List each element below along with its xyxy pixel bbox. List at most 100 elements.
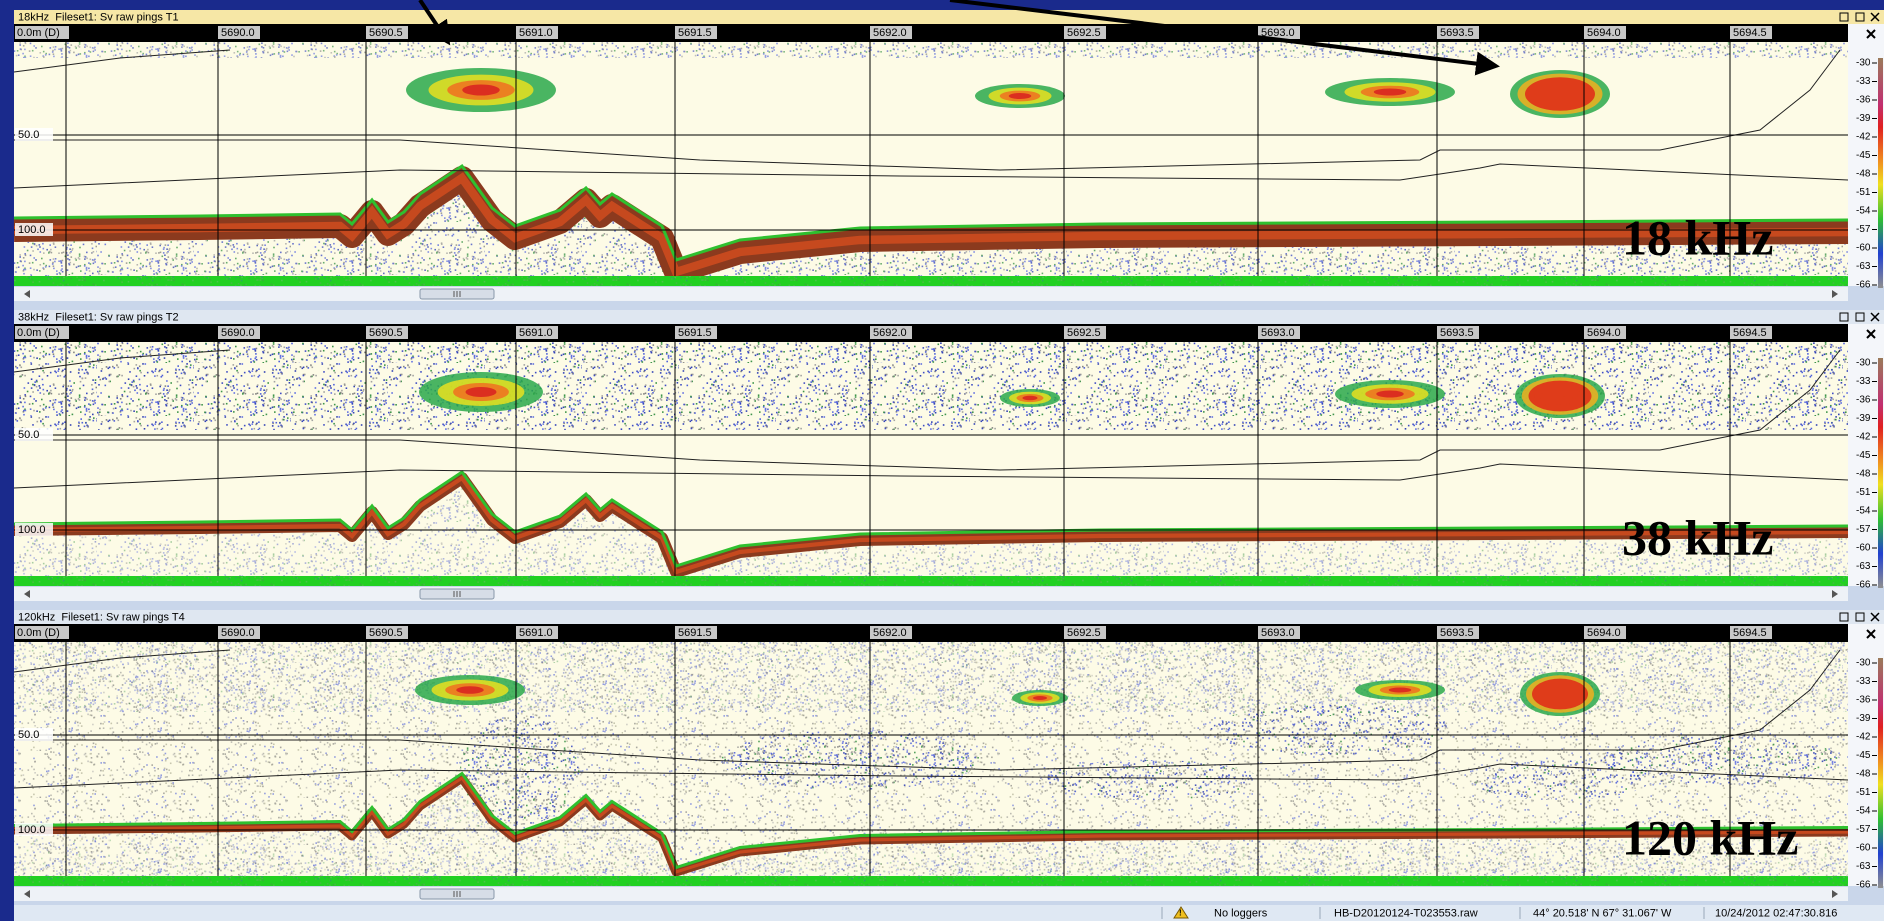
- status-text: No loggers: [1214, 907, 1268, 919]
- distance-label: 5692.5: [1067, 327, 1101, 339]
- fish-school: [1532, 679, 1588, 710]
- color-scale-label: -63: [1856, 861, 1871, 872]
- color-scale-label: -39: [1856, 713, 1871, 724]
- distance-label: 5691.0: [519, 627, 553, 639]
- color-scale-label: -39: [1856, 413, 1871, 424]
- panel-title: 120kHz Fileset1: Sv raw pings T4: [18, 611, 185, 623]
- distance-label: 5693.0: [1261, 327, 1295, 339]
- scrollbar[interactable]: [14, 287, 1848, 301]
- color-scale-label: -36: [1856, 395, 1871, 406]
- color-scale-label: -42: [1856, 432, 1871, 443]
- color-scale-label: -45: [1856, 750, 1871, 761]
- midwater-scattering: [1210, 705, 1450, 755]
- panel-title: 18kHz Fileset1: Sv raw pings T1: [18, 11, 179, 23]
- depth-label: 50.0: [18, 429, 39, 441]
- fish-school: [1009, 93, 1032, 99]
- color-scale-label: -60: [1856, 843, 1871, 854]
- color-scale-label: -57: [1856, 524, 1871, 535]
- color-bar: [1878, 658, 1883, 888]
- color-scale-label: -57: [1856, 224, 1871, 235]
- color-scale-label: -30: [1856, 358, 1871, 369]
- surface-noise: [14, 42, 1848, 58]
- color-scale-label: -66: [1856, 880, 1871, 891]
- color-scale-label: -33: [1856, 676, 1871, 687]
- fish-school: [1389, 688, 1412, 693]
- color-scale-label: -60: [1856, 543, 1871, 554]
- fish-school: [462, 85, 500, 96]
- range-label: 0.0m (D): [17, 627, 60, 639]
- distance-label: 5690.0: [221, 627, 255, 639]
- color-scale-label: -36: [1856, 95, 1871, 106]
- color-scale-label: -42: [1856, 732, 1871, 743]
- echogram-panel: 38kHz Fileset1: Sv raw pings T2 50.0 100.0…: [14, 310, 1884, 601]
- distance-label: 5691.0: [519, 27, 553, 39]
- color-scale-label: -30: [1856, 658, 1871, 669]
- color-scale-label: -63: [1856, 261, 1871, 272]
- color-scale-label: -54: [1856, 806, 1871, 817]
- distance-label: 5694.0: [1587, 27, 1621, 39]
- distance-ruler: [14, 624, 1848, 642]
- color-scale-label: -48: [1856, 469, 1871, 480]
- color-scale-label: -66: [1856, 580, 1871, 591]
- distance-ruler: [14, 24, 1848, 42]
- echoview-window: 18kHz Fileset1: Sv raw pings T1 50.0 100.0…: [0, 0, 1884, 921]
- panel-title: 38kHz Fileset1: Sv raw pings T2: [18, 311, 179, 323]
- distance-label: 5693.0: [1261, 627, 1295, 639]
- range-label: 0.0m (D): [17, 27, 60, 39]
- distance-label: 5693.5: [1440, 27, 1474, 39]
- color-scale-label: -51: [1856, 187, 1871, 198]
- distance-label: 5693.5: [1440, 627, 1474, 639]
- distance-label: 5694.5: [1733, 327, 1767, 339]
- depth-label: 50.0: [18, 729, 39, 741]
- depth-label: 100.0: [18, 524, 46, 536]
- distance-label: 5692.5: [1067, 627, 1101, 639]
- frequency-label: 120 kHz: [1622, 809, 1798, 865]
- color-scale-label: -48: [1856, 169, 1871, 180]
- distance-label: 5694.0: [1587, 627, 1621, 639]
- color-scale-label: -36: [1856, 695, 1871, 706]
- distance-ruler: [14, 324, 1848, 342]
- color-scale-label: -51: [1856, 787, 1871, 798]
- bottom-status-speckle: [14, 276, 1848, 286]
- color-scale-label: -42: [1856, 132, 1871, 143]
- echogram-panel: 120kHz Fileset1: Sv raw pings T450.0100.…: [14, 610, 1884, 901]
- color-scale-label: -33: [1856, 76, 1871, 87]
- title-bar: [14, 310, 1884, 324]
- fish-school: [1529, 381, 1592, 412]
- frequency-label: 38 kHz: [1622, 509, 1773, 565]
- title-bar: [14, 610, 1884, 624]
- status-text: 44° 20.518' N 67° 31.067' W: [1533, 907, 1672, 919]
- distance-label: 5690.5: [369, 27, 403, 39]
- distance-label: 5692.5: [1067, 27, 1101, 39]
- fish-school: [1376, 391, 1404, 398]
- distance-label: 5694.5: [1733, 27, 1767, 39]
- body: 18kHz Fileset1: Sv raw pings T1 50.0 100.0…: [0, 0, 1884, 921]
- distance-label: 5691.5: [678, 627, 712, 639]
- color-scale-label: -63: [1856, 561, 1871, 572]
- range-label: 0.0m (D): [17, 327, 60, 339]
- scrollbar[interactable]: [14, 587, 1848, 601]
- distance-label: 5690.5: [369, 627, 403, 639]
- fish-school: [1023, 396, 1038, 401]
- color-scale-label: -45: [1856, 450, 1871, 461]
- midwater-scattering: [720, 730, 980, 790]
- color-scale-label: -33: [1856, 376, 1871, 387]
- color-bar: [1878, 58, 1883, 288]
- scrollbar[interactable]: [14, 887, 1848, 901]
- fish-school: [1374, 89, 1407, 96]
- distance-label: 5692.0: [873, 327, 907, 339]
- distance-label: 5691.5: [678, 327, 712, 339]
- depth-label: 100.0: [18, 224, 46, 236]
- distance-label: 5690.0: [221, 27, 255, 39]
- color-scale-label: -66: [1856, 280, 1871, 291]
- distance-label: 5692.0: [873, 627, 907, 639]
- fish-school: [1033, 696, 1047, 700]
- color-scale-label: -48: [1856, 769, 1871, 780]
- fish-school: [466, 387, 497, 397]
- distance-label: 5694.0: [1587, 327, 1621, 339]
- color-scale-label: -57: [1856, 824, 1871, 835]
- distance-label: 5691.5: [678, 27, 712, 39]
- color-scale-label: -30: [1856, 58, 1871, 69]
- color-scale-label: -39: [1856, 113, 1871, 124]
- distance-label: 5690.0: [221, 327, 255, 339]
